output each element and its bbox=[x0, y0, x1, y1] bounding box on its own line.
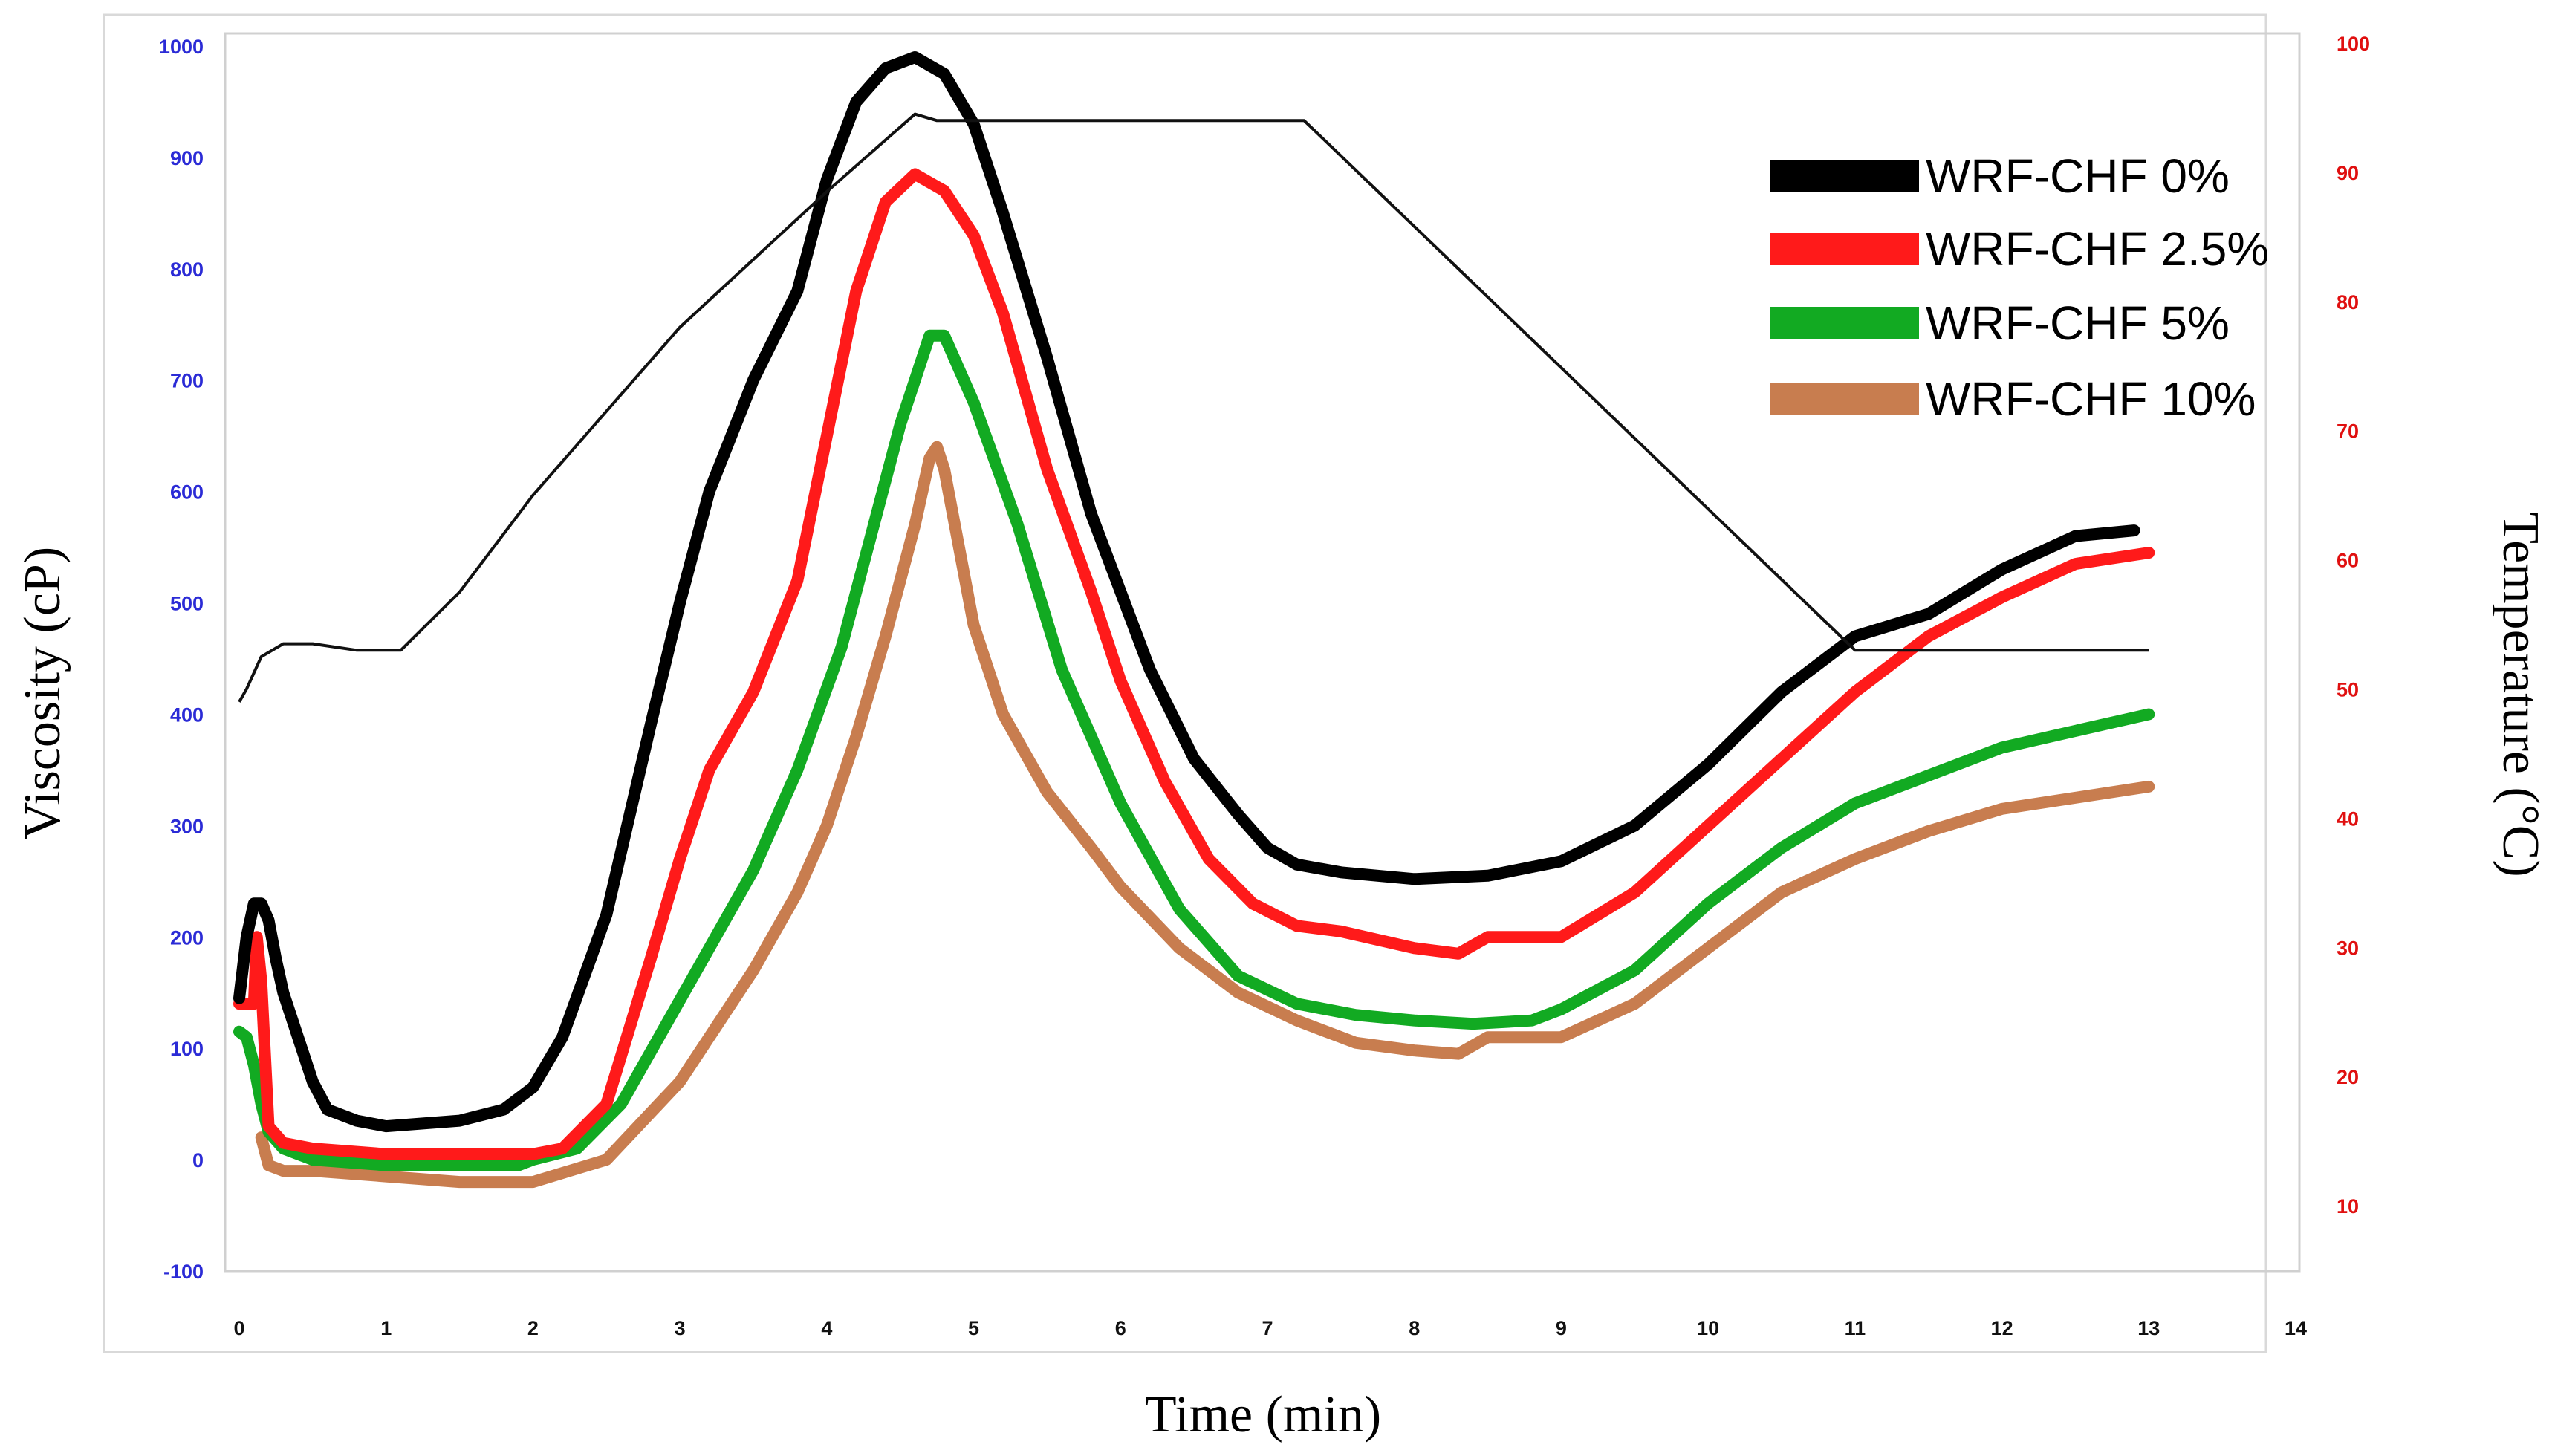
right-tick-label: 10 bbox=[2337, 1195, 2359, 1218]
x-tick-label: 0 bbox=[233, 1317, 244, 1339]
series-line-wrf-chf-10- bbox=[255, 441, 2155, 1189]
legend-label: WRF-CHF 5% bbox=[1926, 296, 2230, 350]
right-tick-label: 100 bbox=[2337, 33, 2370, 55]
left-tick-label: 100 bbox=[170, 1038, 204, 1060]
right-tick-label: 70 bbox=[2337, 420, 2359, 443]
x-tick-label: 2 bbox=[527, 1317, 539, 1339]
legend-label: WRF-CHF 0% bbox=[1926, 149, 2230, 203]
right-axis-ticks: 10 20 30 40 50 60 70 80 90 100 bbox=[2337, 33, 2370, 1218]
legend-label: WRF-CHF 10% bbox=[1926, 372, 2256, 426]
x-tick-label: 4 bbox=[821, 1317, 832, 1339]
left-tick-label: 400 bbox=[170, 703, 204, 726]
right-tick-label: 20 bbox=[2337, 1066, 2359, 1088]
x-tick-label: 6 bbox=[1115, 1317, 1126, 1339]
right-tick-label: 50 bbox=[2337, 678, 2359, 701]
right-axis-title: Temperature (°C) bbox=[2492, 512, 2549, 877]
left-axis-ticks: -100 0 100 200 300 400 500 600 700 800 900 1000 bbox=[159, 36, 204, 1283]
series-layer bbox=[233, 51, 2155, 1189]
left-tick-label: 500 bbox=[170, 593, 204, 615]
series-line-wrf-chf-5- bbox=[233, 329, 2155, 1171]
legend-label: WRF-CHF 2.5% bbox=[1926, 222, 2269, 276]
left-axis-title: Viscosity (cP) bbox=[14, 547, 71, 839]
x-tick-label: 10 bbox=[1697, 1317, 1719, 1339]
left-tick-label: 600 bbox=[170, 481, 204, 504]
x-axis-ticks: 0 1 2 3 4 5 6 7 8 9 10 11 12 13 14 bbox=[233, 1317, 2307, 1339]
plot-area-border bbox=[224, 32, 2301, 1273]
x-tick-label: 1 bbox=[380, 1317, 392, 1339]
left-tick-label: 1000 bbox=[159, 36, 204, 58]
x-tick-label: 5 bbox=[968, 1317, 979, 1339]
left-tick-label: 800 bbox=[170, 259, 204, 281]
x-tick-label: 7 bbox=[1262, 1317, 1273, 1339]
legend-swatch bbox=[1770, 233, 1919, 265]
x-tick-label: 3 bbox=[675, 1317, 686, 1339]
x-tick-label: 12 bbox=[1991, 1317, 2013, 1339]
right-tick-label: 80 bbox=[2337, 291, 2359, 313]
legend-swatch bbox=[1770, 160, 1919, 192]
left-tick-label: 900 bbox=[170, 147, 204, 169]
x-tick-label: 8 bbox=[1409, 1317, 1420, 1339]
temperature-line bbox=[238, 112, 2149, 703]
right-tick-label: 90 bbox=[2337, 162, 2359, 184]
left-tick-label: 200 bbox=[170, 926, 204, 949]
chart-area-border bbox=[103, 13, 2267, 1353]
legend-swatch bbox=[1770, 383, 1919, 415]
x-tick-label: 13 bbox=[2137, 1317, 2160, 1339]
x-tick-label: 11 bbox=[1845, 1317, 1866, 1339]
x-axis-title: Time (min) bbox=[1145, 1386, 1381, 1443]
right-tick-label: 40 bbox=[2337, 807, 2359, 830]
x-tick-label: 14 bbox=[2285, 1317, 2307, 1339]
legend: WRF-CHF 0% WRF-CHF 2.5% WRF-CHF 5% WRF-CHF … bbox=[1770, 149, 2269, 426]
series-line-wrf-chf-0- bbox=[233, 51, 2140, 1133]
left-tick-label: 700 bbox=[170, 370, 204, 392]
left-tick-label: -100 bbox=[163, 1261, 204, 1283]
right-tick-label: 30 bbox=[2337, 937, 2359, 959]
x-tick-label: 9 bbox=[1556, 1317, 1567, 1339]
series-line-wrf-chf-2-5- bbox=[233, 168, 2155, 1160]
right-tick-label: 60 bbox=[2337, 550, 2359, 572]
left-tick-label: 0 bbox=[192, 1149, 204, 1171]
left-tick-label: 300 bbox=[170, 815, 204, 837]
legend-swatch bbox=[1770, 307, 1919, 339]
